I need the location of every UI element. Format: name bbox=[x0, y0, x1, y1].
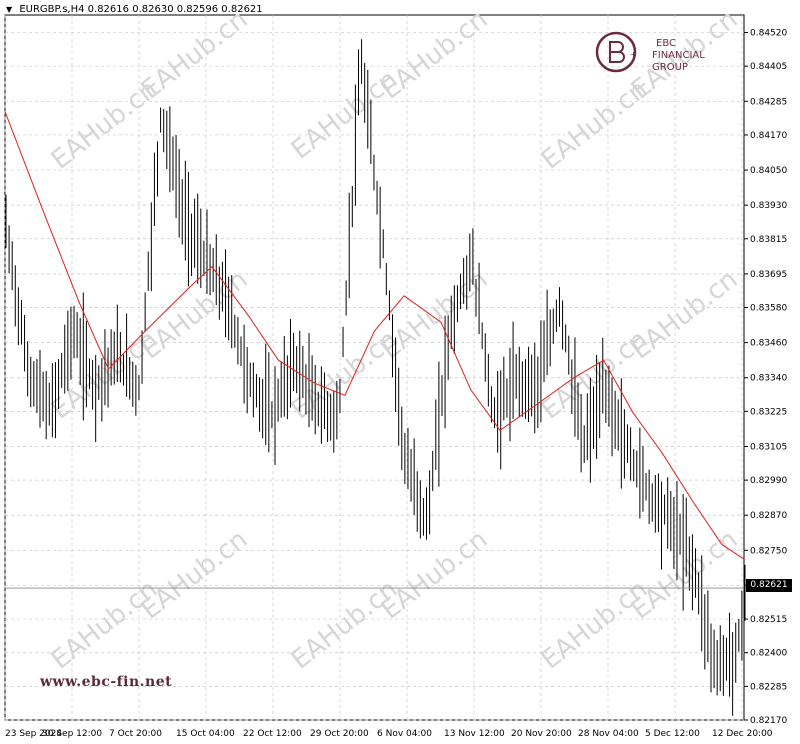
y-tick-label: 0.83340 bbox=[750, 374, 787, 384]
x-tick-label: 5 Dec 12:00 bbox=[645, 729, 700, 739]
watermark-text: EAHub.cn bbox=[136, 264, 254, 365]
y-tick-label: 0.82990 bbox=[750, 476, 787, 486]
symbol-label: EURGBP.s,H4 bbox=[19, 4, 85, 15]
x-tick-label: 28 Nov 04:00 bbox=[578, 729, 639, 739]
y-tick-label: 0.83695 bbox=[750, 270, 787, 280]
x-tick-label: 15 Oct 04:00 bbox=[176, 729, 235, 739]
x-tick-label: 7 Oct 20:00 bbox=[109, 729, 162, 739]
watermark-text: EAHub.cn bbox=[626, 524, 744, 625]
dropdown-triangle-icon[interactable]: ▼ bbox=[6, 5, 13, 14]
svg-text:+: + bbox=[630, 50, 637, 59]
y-tick-label: 0.83930 bbox=[750, 201, 787, 211]
y-tick-label: 0.84050 bbox=[750, 166, 787, 176]
x-tick-label: 6 Nov 04:00 bbox=[377, 729, 432, 739]
y-tick-label: 0.83815 bbox=[750, 235, 787, 245]
logo-text-ebc: EBC bbox=[656, 38, 676, 49]
chart-header: ▼ EURGBP.s,H4 0.82616 0.82630 0.82596 0.… bbox=[6, 4, 263, 15]
logo-text-group: GROUP bbox=[652, 62, 688, 73]
close-value: 0.82621 bbox=[221, 4, 263, 15]
watermark-text: EAHub.cn bbox=[536, 574, 654, 675]
ebc-logo: + EBC FINANCIAL GROUP bbox=[594, 30, 724, 86]
y-tick-label: 0.82515 bbox=[750, 615, 787, 625]
y-tick-label: 0.84520 bbox=[750, 29, 787, 39]
high-value: 0.82630 bbox=[132, 4, 174, 15]
x-tick-label: 12 Dec 20:00 bbox=[712, 729, 773, 739]
watermark-text: EAHub.cn bbox=[286, 574, 404, 675]
y-tick-label: 0.83460 bbox=[750, 339, 787, 349]
y-tick-label: 0.83225 bbox=[750, 407, 787, 417]
plot-frame bbox=[4, 14, 745, 721]
y-tick-label: 0.83580 bbox=[750, 304, 787, 314]
y-tick-label: 0.84170 bbox=[750, 131, 787, 141]
x-tick-label: 30 Sep 12:00 bbox=[42, 729, 102, 739]
watermark-text: EAHub.cn bbox=[376, 4, 494, 105]
moving-average-line bbox=[4, 111, 745, 560]
website-url: www.ebc-fin.net bbox=[40, 674, 173, 690]
current-price-tag: 0.82621 bbox=[746, 579, 792, 592]
y-tick-label: 0.82285 bbox=[750, 682, 787, 692]
watermark-text: EAHub.cn bbox=[136, 524, 254, 625]
x-tick-label: 20 Nov 20:00 bbox=[511, 729, 572, 739]
y-axis: 0.84520 0.84405 0.84285 0.84170 0.84050 0.839… bbox=[744, 29, 787, 726]
candles bbox=[5, 39, 746, 716]
watermark-text: EAHub.cn bbox=[376, 524, 494, 625]
y-tick-label: 0.84285 bbox=[750, 97, 787, 107]
y-tick-label: 0.82170 bbox=[750, 716, 787, 726]
chart-grid bbox=[4, 14, 745, 721]
open-value: 0.82616 bbox=[87, 4, 130, 15]
ebc-logo-icon: + bbox=[595, 31, 637, 73]
y-tick-label: 0.84405 bbox=[750, 62, 787, 72]
x-tick-label: 29 Oct 20:00 bbox=[310, 729, 369, 739]
watermark-text: EAHub.cn bbox=[626, 264, 744, 365]
x-tick-label: 23 Sep 2024 bbox=[5, 729, 62, 739]
y-tick-label: 0.82400 bbox=[750, 649, 787, 659]
watermark-text: EAHub.cn bbox=[46, 574, 164, 675]
y-tick-label: 0.82870 bbox=[750, 511, 787, 521]
watermark-text: EAHub.cn bbox=[136, 4, 254, 105]
x-tick-label: 22 Oct 12:00 bbox=[243, 729, 302, 739]
y-tick-label: 0.83105 bbox=[750, 442, 787, 452]
low-value: 0.82596 bbox=[176, 4, 219, 15]
x-tick-label: 13 Nov 12:00 bbox=[444, 729, 505, 739]
y-tick-label: 0.82750 bbox=[750, 546, 787, 556]
logo-text-financial: FINANCIAL bbox=[652, 50, 705, 61]
